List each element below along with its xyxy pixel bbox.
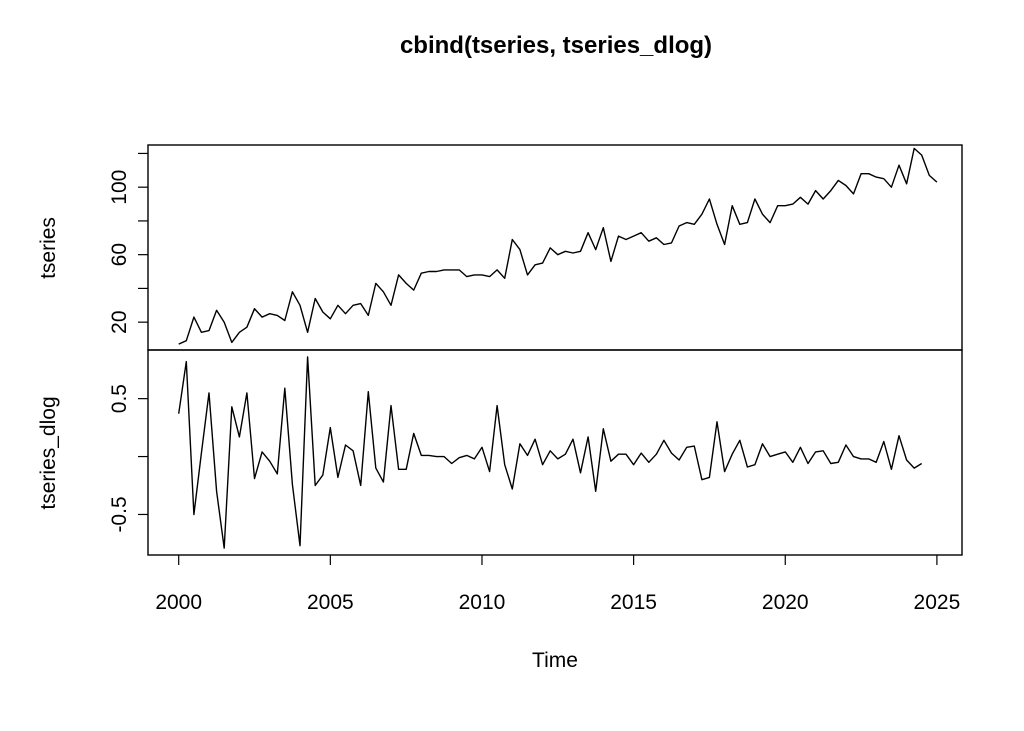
x-tick-label: 2015 [610,591,657,614]
panel-tseries-ylabel: tseries [37,217,60,279]
y-tick-label: 100 [108,170,131,205]
panel-tseries: 20 60 100 tseries [37,144,963,351]
series-line-tseries [178,147,938,345]
panel-tseries-dlog-y-axis: -0.5 0.5 [108,384,148,533]
y-tick-label: 0.5 [108,384,131,413]
panel-tseries-y-axis: 20 60 100 [108,152,148,334]
x-tick-label: 2010 [459,591,506,614]
x-tick-label: 2005 [307,591,354,614]
y-tick-label: -0.5 [108,496,131,532]
series-line-tseries_dlog [178,356,923,549]
panel-tseries-series [178,147,938,345]
y-tick-label: 60 [108,243,131,266]
panel-tseries-dlog-ylabel: tseries_dlog [37,396,60,509]
panel-tseries-dlog-series [178,356,923,549]
x-axis: 2000 2005 2010 2015 2020 2025 [155,555,960,614]
chart-title: cbind(tseries, tseries_dlog) [400,32,712,59]
x-tick-label: 2025 [914,591,961,614]
x-tick-label: 2020 [762,591,809,614]
panel-tseries-box [147,144,963,351]
y-tick-label: 20 [108,310,131,333]
panel-tseries-dlog: -0.5 0.5 tseries_dlog [37,349,963,556]
x-tick-label: 2000 [155,591,202,614]
panel-tseries-dlog-box [147,349,963,556]
x-axis-title: Time [532,649,578,672]
